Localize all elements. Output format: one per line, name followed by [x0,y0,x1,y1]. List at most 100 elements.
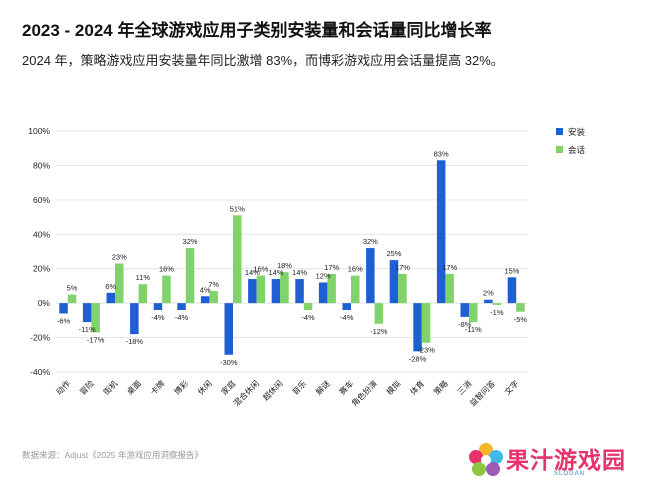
session-value-label: -1% [490,308,504,317]
x-tick-label: 超休闲 [261,378,285,402]
session-value-label: 17% [324,263,339,272]
session-value-label: -5% [514,315,528,324]
install-value-label: 14% [292,268,307,277]
install-bar [507,277,517,304]
install-bar [106,292,115,304]
session-bar [327,273,336,304]
x-tick-label: 三消 [455,378,473,396]
session-value-label: 16% [253,265,268,274]
x-tick-label: 角色扮演 [349,378,379,408]
session-value-label: -17% [87,335,105,344]
session-bar [67,294,77,304]
session-value-label: 17% [395,263,410,272]
install-bar [295,279,304,304]
x-tick-label: 益智问答 [467,378,497,408]
session-bar [162,275,171,304]
install-value-label: 83% [434,149,449,158]
session-value-label: -12% [370,327,388,336]
install-value-label: -8% [458,320,472,329]
install-value-label: 2% [483,289,494,298]
session-value-label: 16% [159,265,174,274]
bars [59,160,525,355]
session-value-label: 23% [112,253,127,262]
session-value-label: 51% [230,204,245,213]
x-tick-label: 桌面 [125,378,143,396]
x-tick-label: 解谜 [313,378,331,396]
session-bar [115,263,124,304]
install-bar [177,303,186,311]
install-value-label: -28% [409,354,427,363]
session-value-label: -4% [301,313,315,322]
session-value-label: -11% [465,325,482,334]
install-bar [153,303,163,311]
install-bar [318,282,328,304]
x-tick-label: 卡牌 [148,378,166,396]
install-bar [271,279,281,304]
install-value-label: -6% [57,316,71,325]
brand-name: 果汁游戏园 [506,448,626,474]
x-axis-ticks: 动作 冒险 街机 桌面 卡牌 博彩 休闲 家庭混合休闲 超休闲 音乐 解谜 赛车角色扮演 模拟 体育 策略三… [54,378,521,408]
session-value-label: 18% [277,261,292,270]
data-source-note: 数据来源：Adjust《2025 年游戏应用洞察报告》 [22,450,203,460]
session-value-label: 17% [442,263,457,272]
install-value-label: 25% [386,249,401,258]
install-value-label: -4% [175,313,189,322]
x-tick-label: 家庭 [219,378,237,396]
install-value-label: -4% [340,313,354,322]
brand-slogan: SLOGAN [554,471,586,477]
session-bar [303,303,313,311]
y-tick-label: 40% [33,229,50,239]
install-bar [436,160,446,304]
y-tick-label: 80% [33,160,50,170]
x-tick-label: 冒险 [77,378,95,396]
session-bar [138,284,148,304]
x-tick-label: 文字 [502,378,520,396]
session-value-label: -23% [417,346,435,355]
x-tick-label: 动作 [54,378,72,396]
install-value-label: 6% [105,282,116,291]
legend-label: 安装 [568,127,586,138]
legend-swatch [556,128,563,135]
install-value-label: 15% [504,266,519,275]
install-value-label: -30% [220,358,238,367]
session-value-label: 11% [136,273,151,282]
install-bar [248,279,257,304]
x-tick-label: 音乐 [290,378,308,396]
install-bar [413,303,422,352]
session-bar [233,215,242,304]
y-tick-label: -40% [30,367,50,377]
session-value-label: 32% [183,237,198,246]
install-value-label: 12% [316,271,331,280]
brand-logo: 果汁游戏园 SLOGAN [466,438,646,484]
y-tick-label: -20% [30,333,50,343]
install-bar [366,248,375,304]
install-bar [224,303,233,355]
session-bar [492,303,502,305]
x-tick-label: 策略 [431,378,449,396]
legend-swatch [556,146,563,153]
install-bar [342,303,351,311]
install-value-label: 32% [363,237,378,246]
install-bar [200,296,210,304]
session-value-label: 16% [348,265,363,274]
session-bar [256,275,266,304]
data-labels: -6%5%-11%-17%6%23%-18%11%-4%16%-4%32%4%7… [57,149,528,367]
session-bar [91,303,100,333]
install-value-label: -11% [79,325,96,334]
install-bar [460,303,469,317]
chart-subtitle: 2024 年，策略游戏应用安装量年同比激增 83%，而博彩游戏应用会话量提高 3… [22,53,504,68]
install-bar [82,303,92,323]
session-bar [469,303,478,323]
install-bar [484,299,493,304]
chart-title: 2023 - 2024 年全球游戏应用子类别安装量和会话量同比增长率 [22,21,492,40]
session-bar [209,291,218,304]
x-tick-label: 混合休闲 [231,378,261,408]
install-value-label: 14% [245,268,260,277]
y-tick-label: 60% [33,195,50,205]
session-bar [374,303,384,324]
install-bar [130,303,139,335]
install-value-label: 4% [200,285,211,294]
session-value-label: 5% [67,284,78,293]
install-bar [59,303,68,314]
